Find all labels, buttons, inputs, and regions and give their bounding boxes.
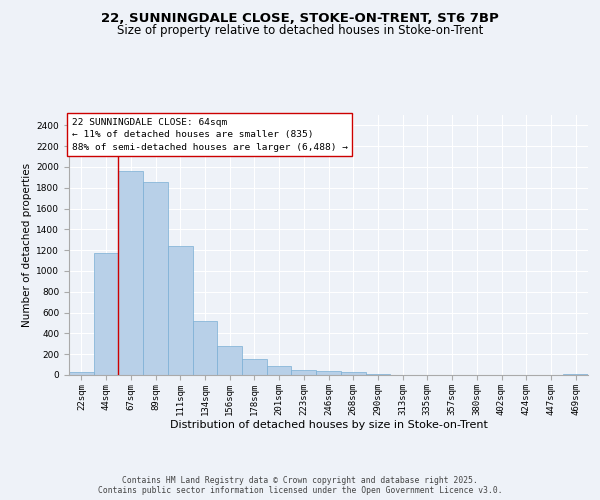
Bar xyxy=(242,359,267,375)
Bar xyxy=(94,253,118,375)
Bar xyxy=(143,182,168,375)
Bar xyxy=(365,374,390,375)
Bar xyxy=(118,171,143,375)
Bar xyxy=(341,372,365,375)
X-axis label: Distribution of detached houses by size in Stoke-on-Trent: Distribution of detached houses by size … xyxy=(170,420,487,430)
Bar xyxy=(563,374,588,375)
Y-axis label: Number of detached properties: Number of detached properties xyxy=(22,163,32,327)
Bar xyxy=(217,346,242,375)
Bar xyxy=(316,372,341,375)
Text: 22 SUNNINGDALE CLOSE: 64sqm
← 11% of detached houses are smaller (835)
88% of se: 22 SUNNINGDALE CLOSE: 64sqm ← 11% of det… xyxy=(71,118,347,152)
Bar xyxy=(168,246,193,375)
Text: 22, SUNNINGDALE CLOSE, STOKE-ON-TRENT, ST6 7BP: 22, SUNNINGDALE CLOSE, STOKE-ON-TRENT, S… xyxy=(101,12,499,26)
Text: Contains HM Land Registry data © Crown copyright and database right 2025.: Contains HM Land Registry data © Crown c… xyxy=(122,476,478,485)
Text: Size of property relative to detached houses in Stoke-on-Trent: Size of property relative to detached ho… xyxy=(117,24,483,37)
Text: Contains public sector information licensed under the Open Government Licence v3: Contains public sector information licen… xyxy=(98,486,502,495)
Bar xyxy=(193,321,217,375)
Bar xyxy=(267,366,292,375)
Bar xyxy=(69,372,94,375)
Bar xyxy=(292,370,316,375)
